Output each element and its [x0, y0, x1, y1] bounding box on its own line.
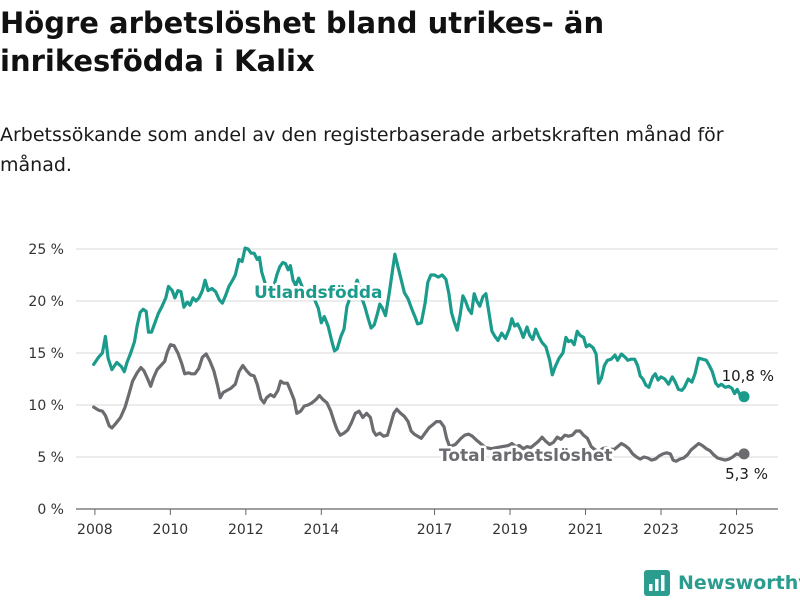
x-tick-label: 2025	[719, 522, 755, 538]
y-tick-label: 10 %	[28, 398, 64, 414]
bar-chart-logo-icon	[644, 570, 670, 596]
series-line-total	[92, 343, 746, 463]
series-label-total: Total arbetslöshet	[439, 446, 613, 466]
x-tick-label: 2023	[643, 522, 679, 538]
y-tick-label: 0 %	[37, 502, 64, 518]
end-value-label-total: 5,3 %	[725, 465, 768, 483]
x-tick-label: 2019	[492, 522, 528, 538]
newsworthy-logo: Newsworthy	[644, 570, 800, 596]
chart-subtitle: Arbetssökande som andel av den registerb…	[0, 124, 724, 176]
y-tick-label: 5 %	[37, 450, 64, 466]
chart-title: Högre arbetslöshet bland utrikes- än inr…	[0, 6, 605, 78]
x-tick-label: 2012	[228, 522, 264, 538]
y-axis: 0 % 5 % 10 % 15 % 20 % 25 %	[28, 242, 64, 518]
end-point-utlandsfodda	[738, 391, 750, 403]
x-tick-label: 2010	[153, 522, 189, 538]
x-tick-label: 2021	[568, 522, 604, 538]
x-tick-label: 2008	[77, 522, 113, 538]
end-value-label-utlandsfodda: 10,8 %	[722, 367, 774, 385]
x-tick-label: 2014	[304, 522, 340, 538]
brand-name: Newsworthy	[678, 572, 800, 594]
series-label-utlandsfodda: Utlandsfödda	[254, 283, 383, 303]
end-point-total	[738, 448, 750, 460]
series-lines	[92, 246, 750, 463]
x-axis: 2008 2010 2012 2014 2017 2019 2021 2023 2025	[77, 509, 754, 538]
y-tick-label: 25 %	[28, 242, 64, 258]
y-tick-label: 20 %	[28, 294, 64, 310]
x-tick-label: 2017	[417, 522, 453, 538]
series-labels: Utlandsfödda Total arbetslöshet 10,8 % 5…	[252, 281, 777, 486]
series-line-utlandsfodda	[92, 246, 746, 399]
y-tick-label: 15 %	[28, 346, 64, 362]
